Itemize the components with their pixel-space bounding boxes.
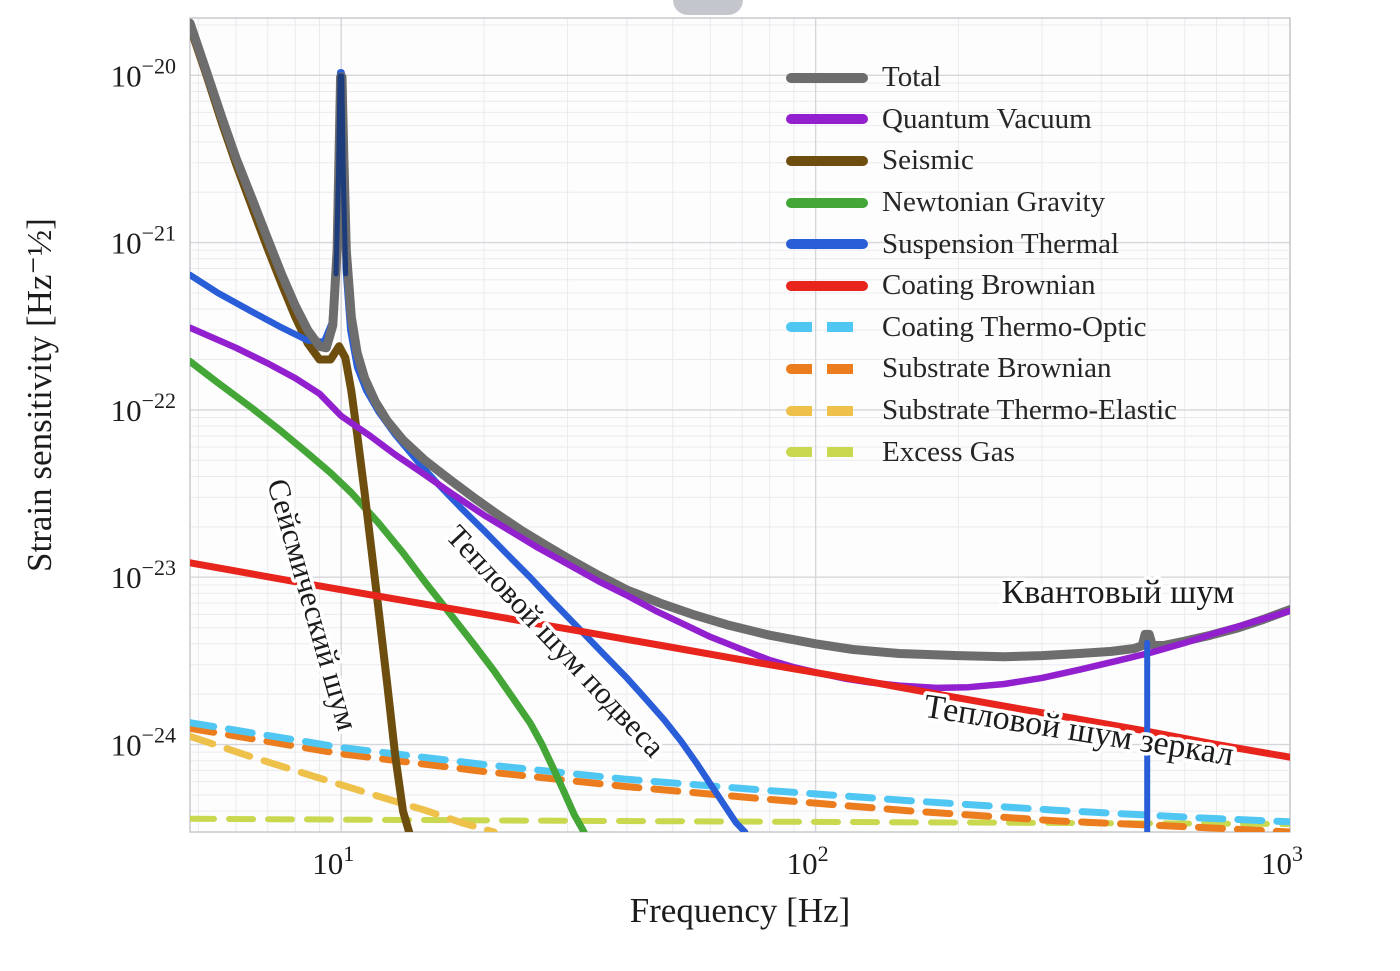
legend-item-total: Total <box>786 57 1177 99</box>
tick-label: 101 <box>312 841 354 881</box>
legend-swatch-coating-brownian <box>786 280 868 291</box>
plot-frame <box>189 17 1291 833</box>
legend-swatch-substrate-thermo-elastic <box>786 405 868 416</box>
tick-label: 10−24 <box>111 723 176 763</box>
legend-item-substrate-brownian: Substrate Brownian <box>786 348 1177 390</box>
plot-area <box>190 18 1290 832</box>
tick-label: 10−21 <box>111 221 176 261</box>
axis-ticks: 101 102 103 10−20 10−21 10−22 10−23 10−24 <box>111 53 1303 881</box>
tick-label: 10−23 <box>111 555 176 595</box>
legend-swatch-excess-gas <box>786 447 868 458</box>
legend-swatch-total <box>786 72 868 83</box>
legend-label-excess-gas: Excess Gas <box>882 435 1015 468</box>
legend-item-seismic: Seismic <box>786 140 1177 182</box>
legend-item-quantum-vacuum: Quantum Vacuum <box>786 99 1177 141</box>
legend-label-newtonian-gravity: Newtonian Gravity <box>882 186 1106 219</box>
legend-item-excess-gas: Excess Gas <box>786 431 1177 473</box>
legend-item-newtonian-gravity: Newtonian Gravity <box>786 182 1177 224</box>
tick-label: 102 <box>787 841 829 881</box>
series-newtonian-gravity <box>190 357 588 832</box>
legend-item-substrate-thermo-elastic: Substrate Thermo-Elastic <box>786 390 1177 432</box>
top-edge-artifact <box>673 0 743 15</box>
legend-swatch-seismic <box>786 155 868 166</box>
series-total <box>190 18 1290 662</box>
legend-label-substrate-brownian: Substrate Brownian <box>882 352 1112 385</box>
legend-label-coating-thermo-optic: Coating Thermo-Optic <box>882 310 1147 343</box>
legend-swatch-quantum-vacuum <box>786 114 868 125</box>
series-coating-thermo-optic <box>190 719 1290 826</box>
legend-swatch-coating-thermo-optic <box>786 322 868 333</box>
legend-item-suspension-thermal: Suspension Thermal <box>786 223 1177 265</box>
legend-label-quantum-vacuum: Quantum Vacuum <box>882 102 1092 135</box>
series-substrate-thermo-elastic <box>190 732 498 832</box>
legend-item-coating-thermo-optic: Coating Thermo-Optic <box>786 307 1177 349</box>
y-axis-label: Strain sensitivity [Hz⁻½] <box>20 218 59 572</box>
legend-label-substrate-thermo-elastic: Substrate Thermo-Elastic <box>882 394 1178 427</box>
tick-label: 10−20 <box>111 53 176 93</box>
series-quantum-vacuum <box>190 324 1290 692</box>
legend-swatch-substrate-brownian <box>786 363 868 374</box>
series-substrate-brownian <box>190 724 1290 832</box>
tick-label: 103 <box>1261 841 1303 881</box>
annotation-2: Квантовый шум <box>1002 574 1235 611</box>
legend-item-coating-brownian: Coating Brownian <box>786 265 1177 307</box>
legend-label-suspension-thermal: Suspension Thermal <box>882 227 1120 260</box>
legend-swatch-newtonian-gravity <box>786 197 868 208</box>
legend-label-seismic: Seismic <box>882 144 974 177</box>
series-group <box>190 18 1290 832</box>
tick-label: 10−22 <box>111 388 176 428</box>
legend-label-coating-brownian: Coating Brownian <box>882 269 1096 302</box>
suspension-resonance-spike-10hz <box>333 73 349 277</box>
grid <box>190 18 1291 833</box>
legend-swatch-suspension-thermal <box>786 239 868 250</box>
x-axis-label: Frequency [Hz] <box>629 891 851 930</box>
legend-label-total: Total <box>882 61 942 94</box>
legend: Total Quantum Vacuum Seismic Newtonian Grav… <box>786 57 1177 473</box>
